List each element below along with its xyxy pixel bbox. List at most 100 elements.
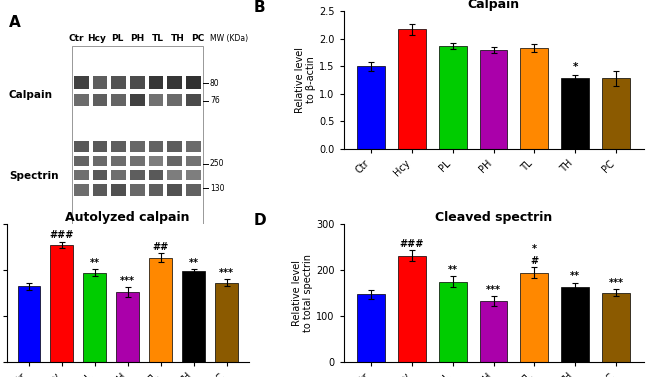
Bar [93, 141, 107, 152]
Text: ***: *** [120, 276, 135, 286]
Bar [186, 184, 201, 196]
Text: **: ** [570, 271, 580, 281]
Bar [74, 93, 88, 106]
Text: TH: TH [171, 34, 185, 43]
Bar [602, 78, 630, 149]
Bar [74, 156, 88, 166]
Text: ***: *** [486, 285, 501, 295]
Bar [74, 283, 88, 292]
Bar [130, 76, 144, 89]
Bar [149, 184, 163, 196]
Bar [358, 294, 385, 362]
Bar [111, 156, 126, 166]
Bar [168, 184, 182, 196]
Bar [93, 93, 107, 106]
Bar [358, 66, 385, 149]
Text: ***: *** [608, 278, 623, 288]
Bar [93, 156, 107, 166]
Bar [186, 170, 201, 180]
Bar [183, 271, 205, 362]
Bar [130, 184, 144, 196]
Bar [130, 156, 144, 166]
Bar [186, 141, 201, 152]
Bar [168, 76, 182, 89]
Title: Autolyzed calpain: Autolyzed calpain [66, 211, 190, 224]
Bar [186, 93, 201, 106]
Bar [18, 286, 40, 362]
Bar [130, 141, 144, 152]
Bar [150, 257, 172, 362]
Bar [149, 156, 163, 166]
Bar [168, 156, 182, 166]
Y-axis label: Relative level
to total spectrin: Relative level to total spectrin [292, 254, 313, 332]
Text: TL: TL [151, 34, 164, 43]
Bar [149, 283, 163, 292]
Text: ##: ## [153, 242, 169, 252]
Bar [93, 170, 107, 180]
Bar [562, 287, 589, 362]
Bar [116, 292, 139, 362]
Bar [398, 256, 426, 362]
Text: Calpain: Calpain [9, 90, 53, 100]
Bar [93, 184, 107, 196]
Bar [74, 76, 88, 89]
Bar [186, 156, 201, 166]
Text: 42: 42 [210, 282, 220, 291]
Bar [480, 50, 508, 149]
Bar [186, 283, 201, 292]
Text: 130: 130 [210, 184, 224, 193]
Title: Cleaved spectrin: Cleaved spectrin [435, 211, 552, 224]
Text: 80: 80 [210, 79, 220, 88]
Text: Spectrin: Spectrin [9, 171, 58, 181]
Text: *
#: * # [530, 244, 538, 266]
Text: ***: *** [219, 268, 234, 278]
Bar [168, 93, 182, 106]
Bar [74, 170, 88, 180]
Bar [111, 184, 126, 196]
Bar [93, 283, 107, 292]
Text: Ctr: Ctr [69, 34, 84, 43]
Text: ###: ### [400, 239, 424, 249]
Text: 250: 250 [210, 159, 224, 168]
Bar [562, 78, 589, 149]
Bar [111, 170, 126, 180]
Text: A: A [9, 15, 21, 30]
Bar [186, 76, 201, 89]
Bar [111, 283, 126, 292]
Bar [130, 93, 144, 106]
Text: 76: 76 [210, 96, 220, 105]
Text: PH: PH [130, 34, 144, 43]
Bar [215, 283, 238, 362]
Text: *: * [573, 62, 578, 72]
Bar [149, 76, 163, 89]
Bar [111, 76, 126, 89]
Bar [93, 76, 107, 89]
Bar [149, 93, 163, 106]
Title: Calpain: Calpain [467, 0, 519, 11]
Text: B: B [254, 0, 265, 15]
Bar [168, 170, 182, 180]
Bar [480, 301, 508, 362]
Bar [130, 170, 144, 180]
Text: D: D [254, 213, 266, 228]
Text: MW (KDa): MW (KDa) [210, 34, 248, 43]
Y-axis label: Relative level
to β-actin: Relative level to β-actin [294, 47, 317, 113]
Bar [74, 184, 88, 196]
Bar [74, 141, 88, 152]
Bar [111, 93, 126, 106]
Bar [149, 141, 163, 152]
Bar [149, 170, 163, 180]
Bar [521, 273, 548, 362]
Text: **: ** [448, 265, 458, 275]
Bar [439, 282, 467, 362]
Text: **: ** [90, 258, 99, 268]
Text: PL: PL [111, 34, 124, 43]
Bar [521, 48, 548, 149]
Text: Hcy: Hcy [88, 34, 107, 43]
Text: β-actin: β-actin [9, 280, 50, 290]
Bar [168, 141, 182, 152]
Bar [398, 29, 426, 149]
Bar [130, 283, 144, 292]
Text: **: ** [188, 258, 198, 268]
Bar [602, 293, 630, 362]
